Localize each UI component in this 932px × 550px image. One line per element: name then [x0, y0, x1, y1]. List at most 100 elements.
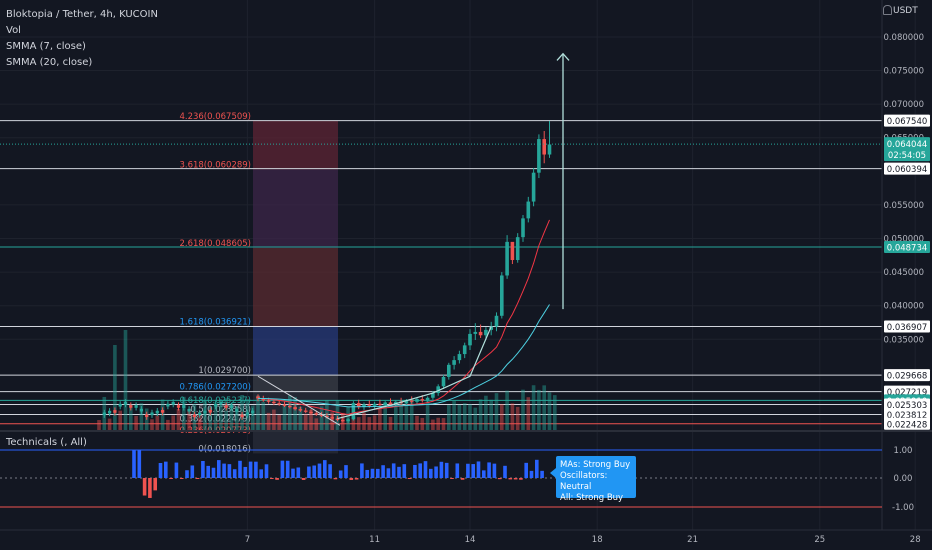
candle-body: [293, 407, 297, 410]
volume-bar: [171, 415, 175, 430]
volume-bar: [182, 396, 186, 430]
candle-body: [457, 354, 462, 361]
tech-bar: [275, 478, 279, 480]
tech-bar: [482, 470, 486, 478]
candle-body: [468, 333, 472, 346]
tech-bar: [402, 464, 407, 478]
tech-bar: [476, 461, 481, 478]
candle-body: [462, 345, 467, 355]
smma20-line: [257, 304, 550, 408]
technicals-tooltip: MAs: Strong Buy Oscillators: Neutral All…: [550, 456, 636, 503]
tech-bar: [519, 478, 523, 480]
alert-bell-icon[interactable]: [883, 5, 892, 15]
candle-body: [378, 403, 382, 406]
tech-bar: [524, 462, 528, 478]
candle-body: [489, 326, 493, 330]
volume-bar: [150, 419, 154, 430]
price-label-box: [884, 162, 930, 175]
tech-bar: [354, 478, 359, 480]
tech-bar: [418, 463, 422, 478]
y-tick-label: 0.045000: [883, 268, 924, 278]
candle-body: [219, 401, 223, 405]
candle-body: [139, 408, 143, 412]
x-tick-label: 25: [814, 535, 825, 545]
candle-body: [447, 364, 451, 377]
fib-level-label: 0(0.018016): [198, 444, 251, 454]
candle-body: [362, 404, 366, 408]
candle-body: [510, 241, 515, 261]
candle-body: [515, 237, 520, 261]
symbol-title[interactable]: Bloktopia / Tether, 4h, KUCOIN: [6, 9, 158, 20]
candle-body: [150, 412, 154, 416]
candle-body: [198, 412, 202, 416]
candle-body: [108, 410, 112, 414]
smma20-label[interactable]: SMMA (20, close): [6, 57, 93, 68]
projection-path: [337, 326, 492, 420]
tech-bar: [254, 461, 258, 478]
price-label-box: [884, 114, 930, 127]
y-tick-label: 0.070000: [883, 100, 924, 110]
volume-bar: [298, 406, 303, 430]
volume-bar: [420, 417, 425, 430]
price-label-box: [884, 241, 930, 254]
fib-zone: [253, 326, 338, 375]
volume-bar: [542, 385, 546, 430]
price-label-box: [884, 417, 930, 430]
volume-bar: [293, 396, 297, 430]
tooltip-oscillators: Oscillators: Neutral: [560, 471, 608, 492]
volume-bar: [187, 409, 191, 430]
fib-level-label: 3.618(0.060289): [179, 160, 251, 170]
technicals-title[interactable]: Technicals (, All): [6, 437, 87, 448]
tech-bar: [259, 469, 263, 478]
tech-bar: [285, 460, 290, 478]
tech-bar: [513, 478, 518, 480]
volume-bar: [383, 405, 387, 430]
price-label-text: 0.036907: [887, 323, 928, 333]
candle-body: [356, 403, 361, 408]
candle-body: [441, 376, 446, 387]
tooltip-all: All: Strong Buy: [560, 493, 624, 503]
candle-body: [256, 396, 260, 399]
candle-body: [155, 410, 159, 414]
volume-bar: [319, 406, 324, 430]
x-tick-label: 18: [592, 535, 603, 545]
currency-label[interactable]: USDT: [893, 6, 918, 16]
tech-bar: [280, 460, 285, 478]
candle-body: [484, 329, 488, 336]
candle-body: [478, 331, 483, 336]
price-label-text: 0.060394: [887, 165, 928, 175]
smma7-label[interactable]: SMMA (7, close): [6, 41, 86, 52]
vol-label[interactable]: Vol: [6, 25, 21, 36]
tech-bar: [232, 469, 237, 478]
candle-body: [346, 419, 350, 422]
y-tick-label: 0.035000: [883, 335, 924, 345]
candle-body: [298, 409, 303, 411]
volume-bar: [547, 392, 552, 430]
fib-zone: [253, 247, 338, 327]
candle-body: [309, 411, 313, 414]
tech-bar: [195, 478, 200, 479]
volume-bar: [208, 406, 213, 430]
volume-bar: [468, 404, 472, 430]
candle-body: [341, 419, 345, 422]
tech-bar: [222, 463, 226, 478]
candle-body: [288, 405, 292, 408]
tech-bar: [370, 468, 375, 478]
volume-bar: [277, 414, 281, 430]
candle-body: [330, 417, 334, 419]
fib-zone: [253, 374, 338, 392]
tech-bar: [153, 478, 157, 491]
tech-bar: [466, 463, 470, 478]
tech-bar: [328, 464, 332, 478]
candle-body: [473, 331, 478, 334]
tech-bar: [360, 463, 364, 478]
fib-level-label: 1.618(0.036921): [179, 317, 251, 327]
candle-body: [171, 401, 175, 405]
volume-bar: [394, 406, 398, 430]
tech-bar: [455, 463, 460, 478]
candle-body: [383, 402, 387, 406]
candle-body: [409, 400, 414, 402]
candle-body: [319, 414, 324, 416]
volume-bar: [335, 400, 340, 430]
